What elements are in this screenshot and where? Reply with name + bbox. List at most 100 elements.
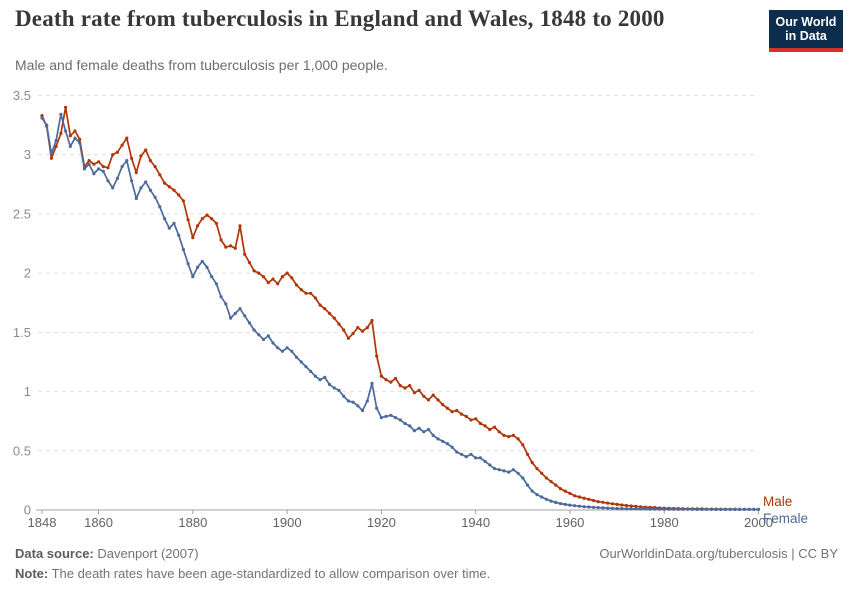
male-point-1886 [219,238,223,242]
female-point-1873 [158,205,162,209]
female-point-1878 [181,247,185,252]
note-value: The death rates have been age-standardiz… [48,566,491,582]
male-point-1872 [153,165,157,169]
y-tick-label-3.5: 3.5 [13,88,31,103]
female-line [41,113,760,511]
male-point-1852 [59,131,63,135]
female-point-1971 [620,507,624,511]
female-point-1881 [196,265,200,269]
female-point-1903 [299,360,303,364]
female-point-1852 [59,112,63,116]
female-point-1874 [163,217,167,221]
male-point-1905 [309,291,313,295]
female-point-1954 [540,495,544,499]
female-point-1984 [681,507,685,511]
female-point-1914 [351,400,355,404]
female-point-1918 [370,381,374,385]
female-point-1978 [653,507,657,511]
data-source-label: Data source: [15,546,94,561]
male-point-1964 [587,497,591,501]
male-point-1850 [49,156,54,160]
female-point-1896 [266,334,270,338]
female-point-1906 [313,374,317,378]
male-point-1855 [73,129,77,133]
female-point-1871 [148,188,152,192]
female-point-1997 [742,507,747,511]
tuberculosis-line-chart[interactable]: 0 0.5 1 1.5 2 2.5 3 3.5 1848 1860 1880 1900 1920 194… [0,80,850,540]
male-point-1971 [620,503,624,507]
male-point-1860 [97,160,101,164]
female-point-1974 [634,507,638,511]
female-point-1863 [111,186,115,190]
female-point-1895 [261,337,266,342]
male-point-1960 [568,491,572,495]
male-point-1974 [634,504,638,508]
female-point-1870 [144,180,148,184]
female-point-1966 [596,506,600,510]
male-point-1875 [167,185,171,189]
male-point-1854 [68,134,72,138]
gridlines [38,95,759,452]
male-point-1953 [535,467,539,471]
female-point-1850 [49,151,54,156]
male-point-1879 [186,218,190,222]
female-point-1988 [700,507,704,511]
female-point-1948 [511,468,515,472]
male-point-1873 [158,173,162,177]
male-point-1893 [252,269,256,273]
male-point-1947 [507,435,511,439]
male-point-1877 [177,193,181,197]
male-point-1903 [299,288,303,292]
female-point-1886 [219,295,223,299]
female-point-1894 [257,333,261,337]
female-point-1911 [337,388,341,392]
male-point-1932 [436,398,440,402]
female-point-1851 [54,138,58,143]
female-point-1860 [97,167,101,171]
female-point-1848 [40,116,44,120]
male-point-1950 [521,443,525,447]
male-point-1898 [276,282,280,286]
male-line [41,106,760,511]
female-point-1909 [327,382,332,387]
female-point-1898 [276,346,280,350]
female-point-1955 [544,497,549,501]
female-point-1857 [82,167,86,171]
male-point-1885 [214,221,218,225]
owid-logo[interactable]: Our World in Data [769,10,843,52]
male-point-1949 [516,437,520,441]
male-point-1952 [530,461,534,465]
female-point-1939 [469,452,473,456]
female-point-1941 [478,456,482,460]
male-point-1915 [356,326,360,330]
male-point-1942 [483,424,487,428]
male-point-1904 [304,291,308,295]
x-tick-label-1900: 1900 [273,515,302,530]
female-point-1953 [535,493,539,497]
female-point-1899 [280,349,284,353]
chart-subtitle: Male and female deaths from tuberculosis… [15,57,388,73]
male-point-1922 [389,380,393,384]
male-point-1874 [163,181,167,185]
male-point-1863 [111,153,115,157]
female-point-1916 [360,408,365,413]
male-point-1899 [280,275,284,279]
female-point-1859 [92,172,96,176]
female-point-1853 [64,129,68,133]
female-point-1945 [497,468,501,472]
female-point-1947 [507,470,511,474]
owid-citation-link[interactable]: OurWorldinData.org/tuberculosis | CC BY [599,546,838,561]
female-point-1959 [563,502,567,506]
male-series [40,105,761,511]
male-point-1871 [148,159,152,163]
male-point-1862 [106,166,110,170]
female-point-1889 [233,311,237,315]
female-point-1893 [252,328,256,332]
y-tick-label-1: 1 [24,384,31,399]
female-point-1890 [238,307,242,311]
female-point-1928 [417,426,421,430]
female-point-1983 [676,507,681,511]
male-point-1930 [426,398,431,402]
male-point-1906 [313,296,317,300]
